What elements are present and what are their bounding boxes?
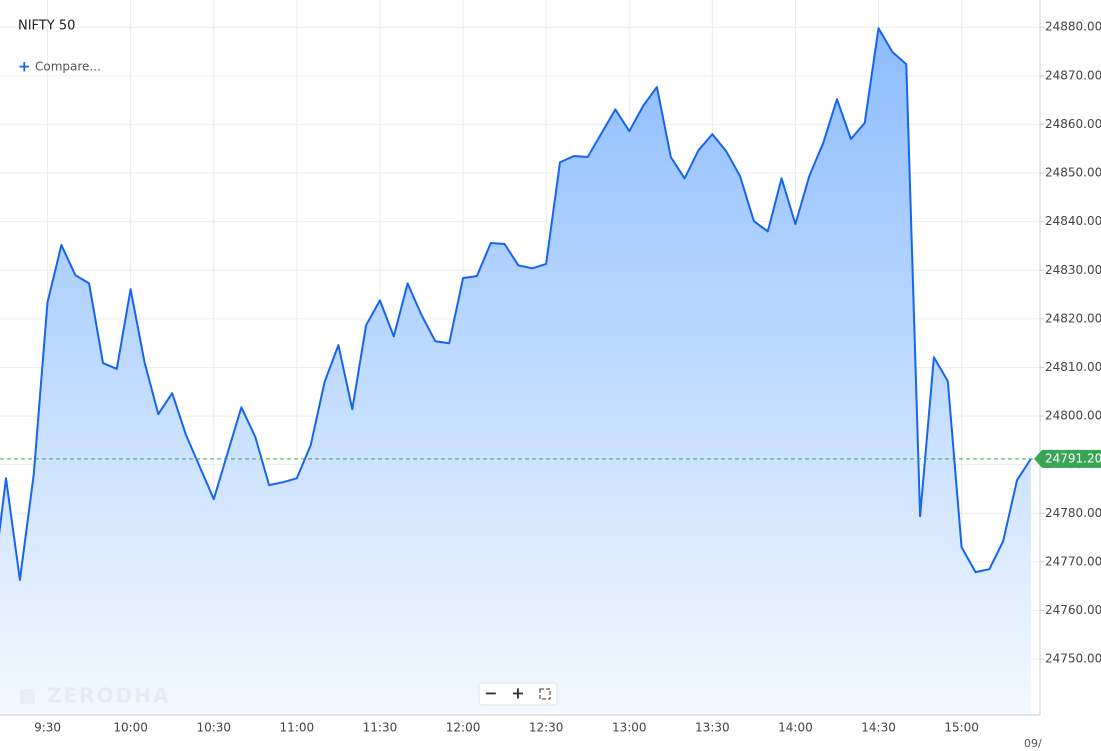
x-tick-label: 12:00 [446, 721, 481, 735]
last-price-badge [1034, 449, 1101, 468]
x-tick-label: 15:00 [944, 721, 979, 735]
y-tick-label: 24870.00 [1045, 68, 1101, 82]
x-tick-label: 10:30 [196, 721, 231, 735]
zoom-in[interactable]: + [511, 684, 524, 703]
x-tick-label: 9:30 [34, 721, 61, 735]
y-tick-label: 24750.00 [1045, 652, 1101, 666]
x-tick-label: 14:30 [861, 721, 896, 735]
x-tick-label: 14:00 [778, 721, 813, 735]
last-price-label: 24791.20 [1045, 451, 1101, 465]
y-tick-label: 24760.00 [1045, 603, 1101, 617]
area [0, 28, 1031, 715]
x-tick-label: 11:00 [280, 721, 315, 735]
y-tick-label: 24770.00 [1045, 554, 1101, 568]
line [0, 27, 1032, 581]
plot [0, 27, 1040, 715]
x-tick-label: 13:00 [612, 721, 647, 735]
compare-button[interactable]: Compare... [35, 60, 101, 74]
x-tick-label: 11:30 [363, 721, 398, 735]
y-tick-label: 24850.00 [1045, 166, 1101, 180]
y-tick-label: 24840.00 [1045, 214, 1101, 228]
axes: 24750.0024760.0024770.0024780.0024790.00… [34, 20, 1101, 735]
y-tick-label: 24780.00 [1045, 506, 1101, 520]
date-label: 09/ [1024, 737, 1042, 750]
y-tick-label: 24800.00 [1045, 409, 1101, 423]
zoom-controls [478, 682, 558, 706]
compare-icon[interactable]: + [18, 58, 31, 76]
chart-title: NIFTY 50 [18, 19, 75, 34]
watermark-logo [20, 689, 35, 704]
fullscreen[interactable] [539, 688, 551, 700]
y-tick-label: 24830.00 [1045, 263, 1101, 277]
y-tick-label: 24860.00 [1045, 117, 1101, 131]
x-tick-label: 12:30 [529, 721, 564, 735]
y-tick-label: 24810.00 [1045, 360, 1101, 374]
x-tick-label: 13:30 [695, 721, 730, 735]
y-tick-label: 24880.00 [1045, 20, 1101, 34]
zoom-out[interactable]: − [484, 684, 497, 703]
x-tick-label: 10:00 [113, 721, 148, 735]
y-tick-label: 24820.00 [1045, 311, 1101, 325]
watermark: ZERODHA [47, 684, 170, 708]
